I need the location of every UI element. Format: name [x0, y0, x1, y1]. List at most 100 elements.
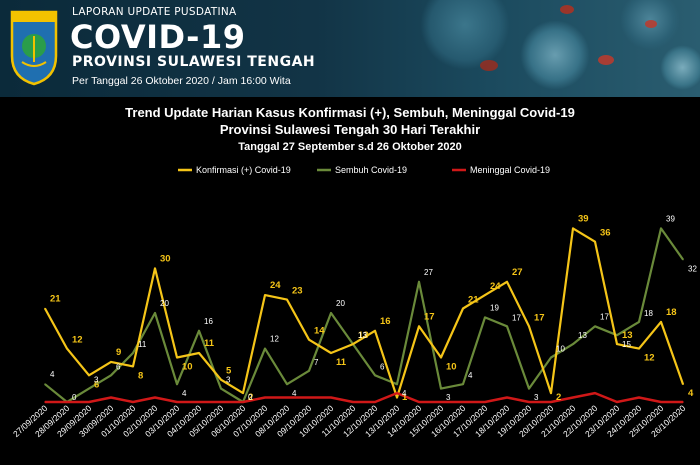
data-point [88, 401, 90, 403]
data-point [660, 227, 662, 230]
data-point [572, 227, 574, 230]
data-point [264, 396, 266, 399]
data-label: 27 [424, 268, 433, 277]
data-label: 13 [358, 331, 367, 340]
data-label: 17 [534, 312, 545, 323]
data-label: 2 [556, 392, 561, 403]
data-point [198, 329, 200, 332]
data-point [88, 374, 90, 377]
data-label: 24 [490, 281, 501, 292]
data-label: 4 [292, 389, 297, 398]
data-label: 4 [402, 389, 407, 398]
series-line-0 [44, 227, 685, 399]
data-label: 16 [380, 316, 391, 327]
data-label: 27 [512, 267, 523, 278]
data-label: 36 [600, 228, 611, 239]
data-label: 3 [94, 376, 99, 385]
data-label: 15 [622, 340, 631, 349]
data-point [682, 383, 684, 385]
data-point [66, 401, 68, 403]
data-label: 11 [204, 338, 215, 349]
data-label: 7 [314, 358, 319, 367]
data-label: 8 [138, 370, 143, 381]
data-point [132, 401, 134, 403]
data-label: 12 [72, 335, 83, 346]
legend-label-0: Konfirmasi (+) Covid-19 [196, 165, 291, 175]
data-point [638, 321, 640, 323]
data-point [352, 343, 354, 345]
data-label: 39 [578, 213, 589, 224]
data-label: 2 [248, 392, 253, 403]
data-point [176, 401, 178, 403]
data-label: 18 [644, 309, 653, 318]
data-label: 21 [468, 295, 479, 306]
data-point [506, 280, 508, 283]
data-point [44, 307, 46, 310]
data-point [242, 392, 244, 394]
data-point [418, 401, 420, 403]
data-label: 3 [226, 376, 231, 385]
data-point [528, 401, 530, 403]
data-label: 4 [182, 389, 187, 398]
data-point [440, 401, 442, 403]
data-point [374, 329, 376, 332]
data-point [418, 325, 420, 328]
data-label: 4 [50, 370, 55, 379]
series-line-1 [44, 227, 684, 404]
data-label: 6 [116, 362, 121, 371]
data-point [506, 396, 508, 399]
data-point [484, 401, 486, 403]
data-point [550, 356, 552, 359]
trend-line-chart: Trend Update Harian Kasus Konfirmasi (+)… [11, 105, 697, 439]
data-point [462, 307, 464, 310]
data-label: 11 [336, 357, 347, 368]
data-label: 20 [160, 299, 169, 308]
data-label: 9 [116, 347, 121, 358]
data-point [594, 240, 596, 243]
data-point [374, 374, 376, 377]
data-label: 0 [248, 393, 253, 402]
data-label: 4 [688, 388, 694, 399]
data-label: 20 [336, 299, 345, 308]
data-label: 16 [204, 317, 213, 326]
data-point [220, 378, 222, 381]
data-point [286, 298, 288, 301]
data-point [418, 280, 420, 283]
data-label: 23 [292, 286, 303, 297]
data-point [110, 396, 112, 399]
data-point [594, 392, 596, 394]
data-label: 3 [534, 393, 539, 402]
data-label: 10 [446, 361, 457, 372]
series-line-2 [45, 391, 683, 404]
data-point [308, 338, 310, 341]
chart-title: Trend Update Harian Kasus Konfirmasi (+)… [125, 105, 575, 120]
data-point [220, 387, 222, 390]
data-point [286, 396, 288, 399]
data-point [330, 396, 332, 399]
data-point [66, 347, 68, 350]
data-label: 5 [226, 366, 232, 377]
data-point [220, 401, 222, 403]
data-label: 21 [50, 294, 61, 305]
data-label: 39 [666, 214, 675, 223]
report-header: LAPORAN UPDATE PUSDATINA COVID-19 PROVIN… [0, 0, 700, 97]
data-point [308, 370, 310, 372]
data-point [198, 352, 200, 354]
data-label: 17 [424, 311, 435, 322]
data-point [506, 325, 508, 328]
province-name: PROVINSI SULAWESI TENGAH [72, 54, 316, 70]
data-label: 19 [490, 303, 499, 312]
series-lines [44, 227, 685, 404]
data-point [440, 387, 442, 390]
data-point [616, 401, 618, 403]
data-label: 30 [160, 253, 171, 264]
data-point [396, 396, 398, 399]
data-label: 3 [446, 393, 451, 402]
chart-subtitle: Tanggal 27 September s.d 26 Oktober 2020 [238, 141, 462, 153]
data-point [440, 356, 442, 359]
data-point [242, 401, 244, 403]
data-point [550, 392, 552, 394]
data-point [572, 343, 574, 345]
data-point [110, 374, 112, 377]
data-point [154, 312, 156, 314]
